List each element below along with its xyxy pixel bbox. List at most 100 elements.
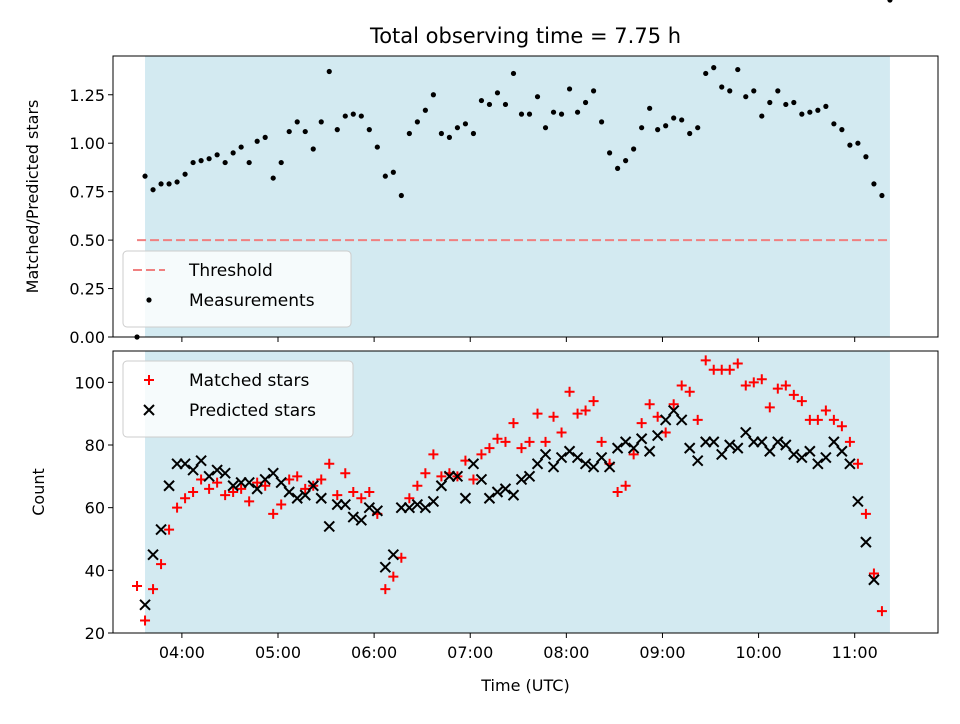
data-point <box>142 173 148 179</box>
data-point <box>190 159 196 166</box>
data-point <box>595 451 608 464</box>
data-point <box>582 99 589 106</box>
data-point <box>635 433 648 445</box>
panel-count: 20 40 60 80 100 04:00 05:00 06:00 07:00 08:00 09:… <box>29 351 939 662</box>
data-point <box>150 187 156 193</box>
data-point <box>243 476 255 489</box>
legend: Matched stars Predicted stars <box>122 360 354 438</box>
data-point <box>756 436 768 448</box>
data-point <box>844 436 855 447</box>
data-point <box>740 426 752 439</box>
data-point <box>260 480 271 491</box>
data-point <box>358 113 364 119</box>
data-point <box>316 474 327 485</box>
data-point <box>404 493 415 504</box>
data-point <box>532 408 543 419</box>
data-point <box>484 443 495 454</box>
data-point <box>475 473 488 486</box>
y-tick-label: 0.50 <box>69 231 105 250</box>
data-point <box>379 561 392 573</box>
data-point <box>679 117 685 123</box>
panel-frame <box>112 55 939 338</box>
data-point <box>483 492 496 504</box>
data-point <box>180 493 191 504</box>
data-point <box>158 181 164 187</box>
data-point <box>187 464 199 476</box>
data-point <box>459 492 472 504</box>
data-point <box>268 508 279 519</box>
panel-ratio: 0.00 0.25 0.50 0.75 1.00 1.25 Matched/Predict… <box>23 0 939 347</box>
data-point <box>534 94 541 100</box>
data-point <box>374 144 380 150</box>
data-point <box>820 451 832 464</box>
data-point <box>623 158 629 164</box>
data-point <box>355 514 368 526</box>
data-point <box>388 571 399 582</box>
data-point <box>211 464 223 476</box>
y-tick-label: 100 <box>74 373 105 392</box>
data-point <box>844 458 856 470</box>
chart-title: Total observing time = 7.75 h <box>369 24 681 48</box>
data-point <box>587 461 600 473</box>
y-ticks: 0.00 0.25 0.50 0.75 1.00 1.25 <box>69 86 113 347</box>
data-point <box>628 449 639 460</box>
data-point <box>515 473 528 486</box>
data-point <box>659 414 672 426</box>
y-tick-label: 1.25 <box>69 86 105 105</box>
data-point <box>470 130 477 137</box>
data-point <box>214 152 220 158</box>
data-point <box>198 158 204 164</box>
ratio-marks <box>134 0 893 340</box>
y-tick-label: 20 <box>85 624 105 643</box>
data-point <box>347 511 359 523</box>
data-point <box>831 121 837 127</box>
data-point <box>460 455 471 466</box>
data-point <box>523 470 536 483</box>
data-point <box>510 70 517 77</box>
data-point <box>644 399 655 410</box>
data-point <box>815 107 821 113</box>
data-point <box>478 97 485 104</box>
data-point <box>270 175 276 181</box>
data-point <box>852 495 864 508</box>
data-point <box>227 480 239 492</box>
data-point <box>564 386 575 397</box>
data-point <box>179 458 191 470</box>
data-point <box>422 107 428 113</box>
data-point <box>427 495 440 508</box>
data-point <box>719 84 725 90</box>
data-point <box>683 442 696 454</box>
data-point <box>652 411 663 422</box>
data-point <box>724 364 735 375</box>
x-tick-label: 08:00 <box>543 643 589 662</box>
data-point <box>323 520 335 533</box>
data-point <box>563 445 576 457</box>
y-tick-label: 40 <box>85 561 105 580</box>
data-point <box>236 483 247 494</box>
data-point <box>788 389 799 400</box>
data-point <box>412 480 423 491</box>
data-point <box>387 548 400 561</box>
data-point <box>390 169 396 175</box>
legend-box <box>122 360 354 438</box>
y-tick-label: 0.25 <box>69 280 105 299</box>
data-point <box>860 536 872 548</box>
data-point <box>188 487 199 497</box>
data-point <box>631 146 637 152</box>
data-point <box>619 436 632 448</box>
data-point <box>775 88 781 94</box>
data-point <box>318 119 324 125</box>
data-point <box>196 474 207 485</box>
data-point <box>836 421 847 432</box>
data-point <box>876 606 887 617</box>
data-point <box>222 159 228 166</box>
data-point <box>398 192 404 199</box>
y-axis-title: Matched/Predicted stars <box>23 100 42 294</box>
data-point <box>547 461 560 473</box>
legend: Threshold Measurements <box>122 250 352 328</box>
data-point <box>671 115 677 121</box>
legend-box <box>122 250 352 328</box>
data-point <box>612 487 623 497</box>
data-point <box>267 467 279 479</box>
